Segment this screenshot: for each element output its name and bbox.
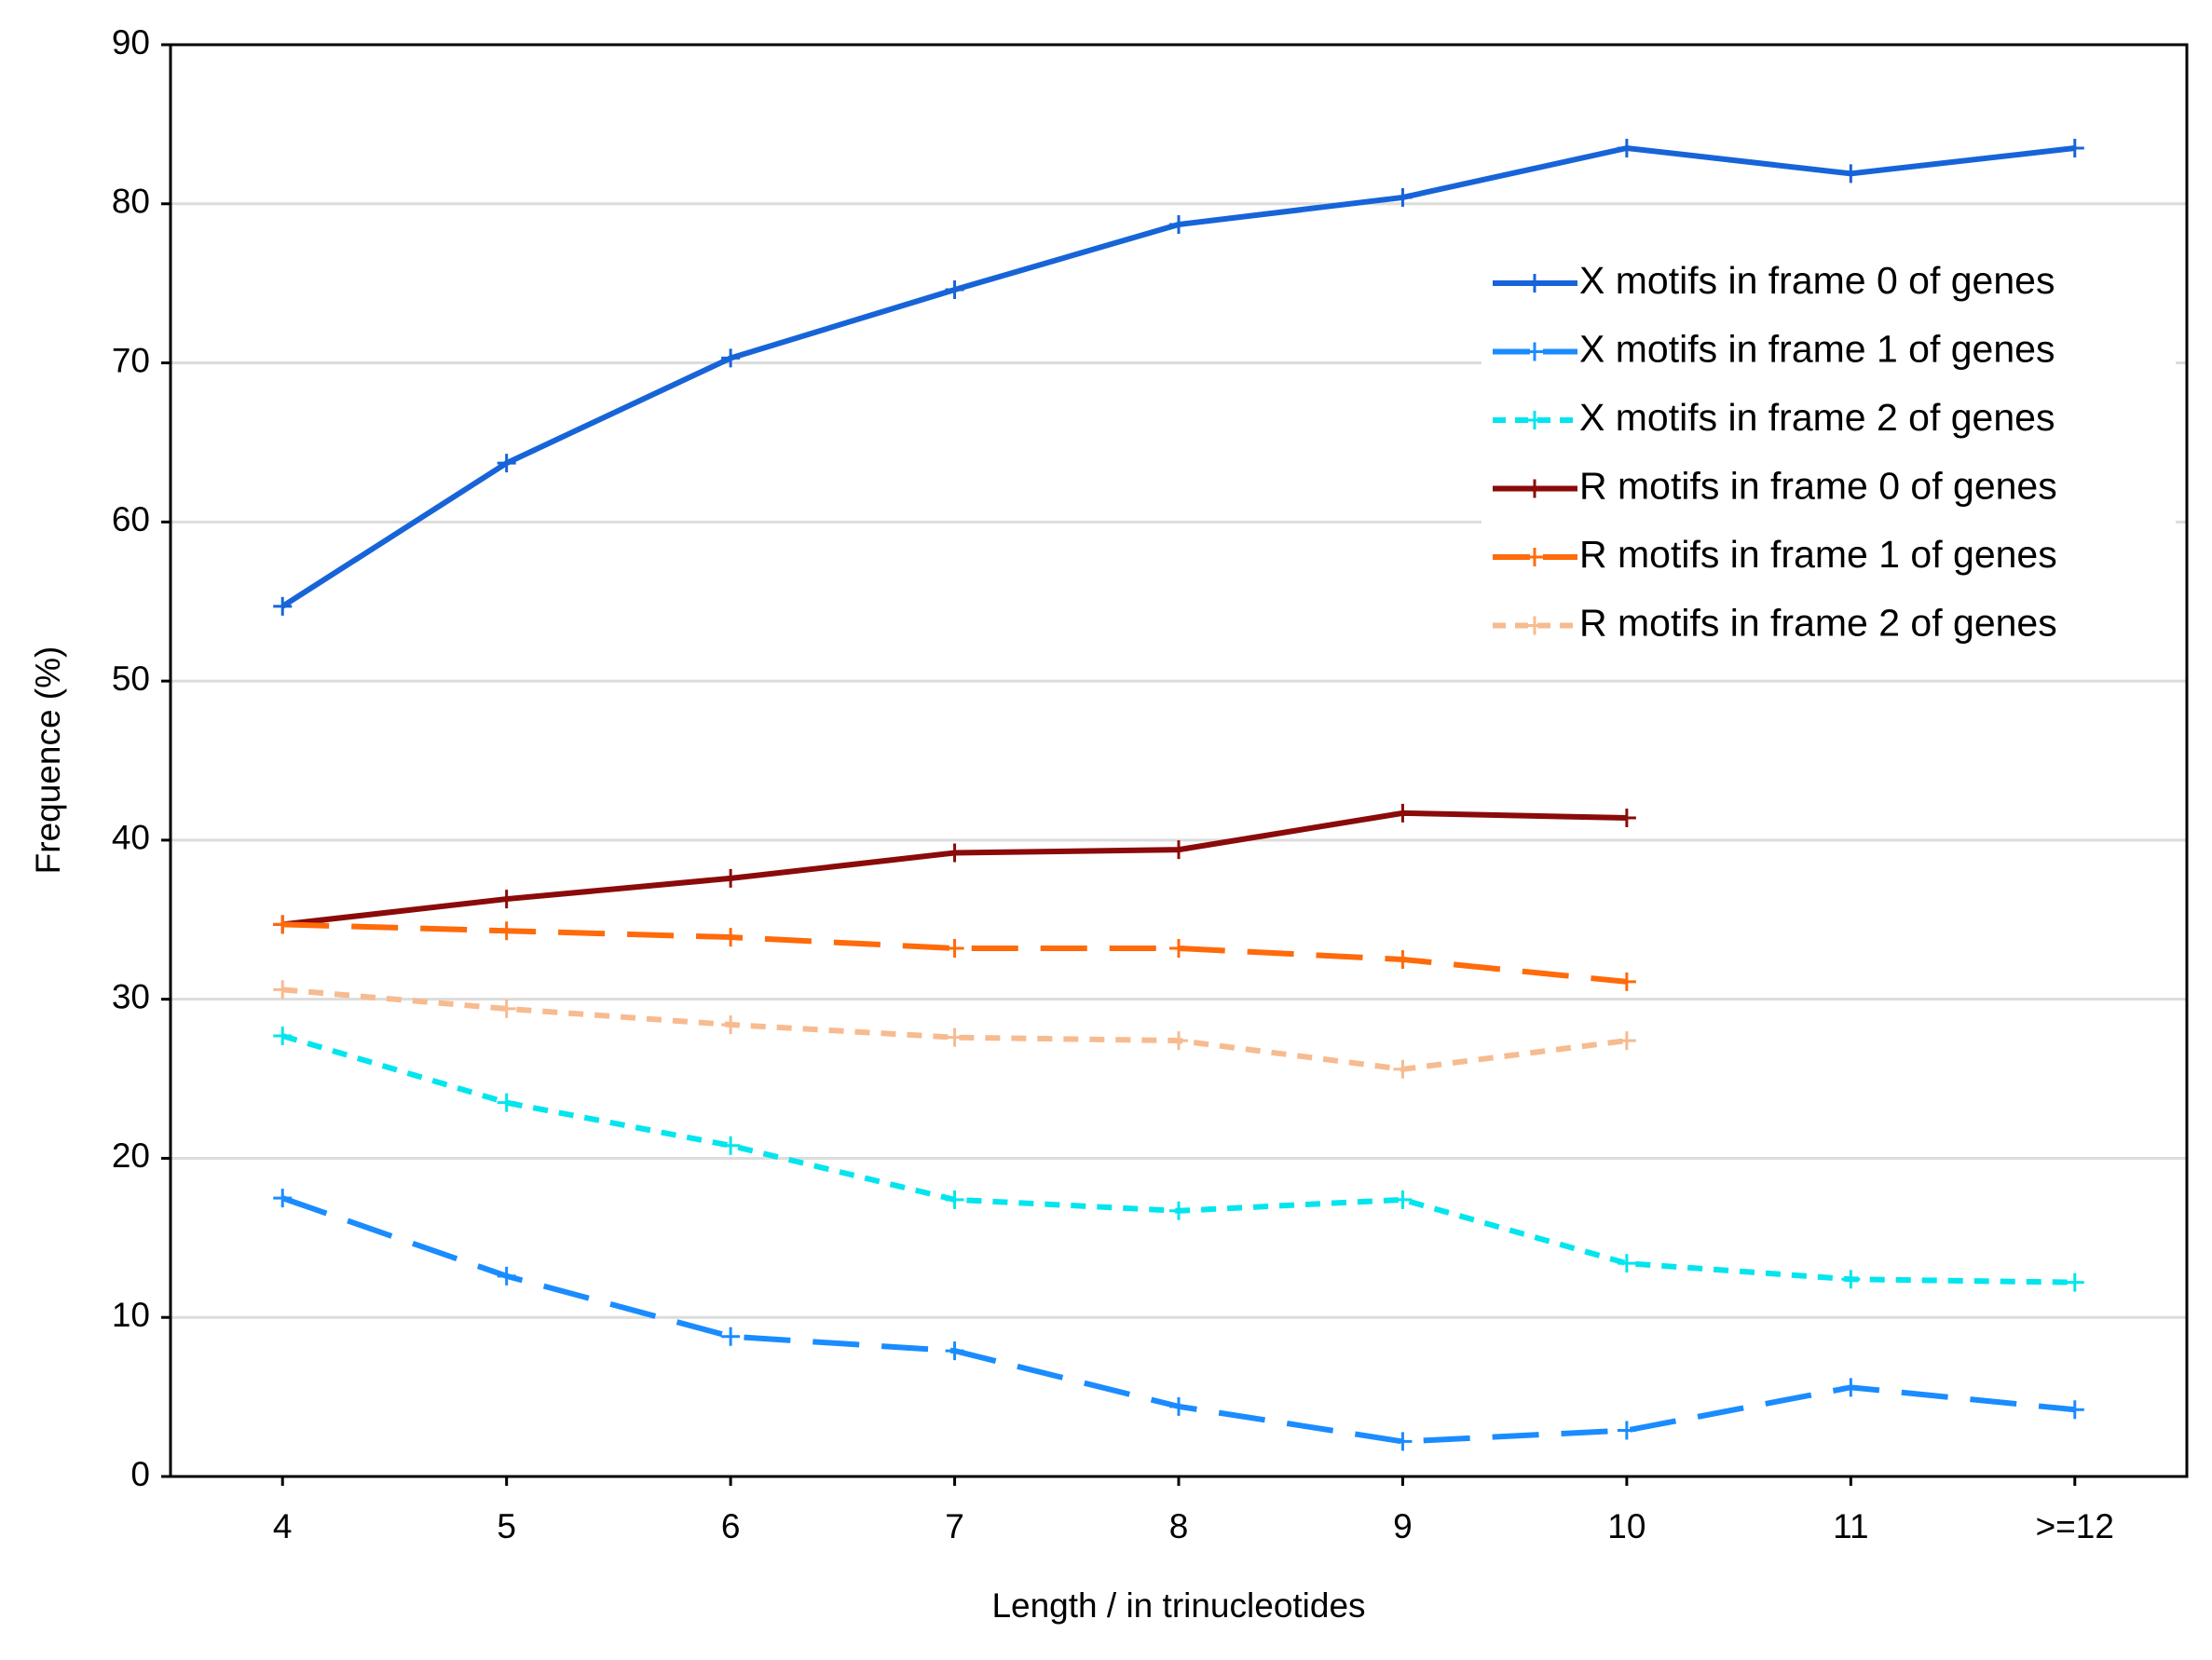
point-marker <box>945 939 964 959</box>
point-marker <box>1169 1201 1188 1220</box>
point-marker <box>1169 840 1188 860</box>
plot-frame <box>169 43 2189 1478</box>
y-tick-label: 10 <box>112 1296 150 1334</box>
x-tick-label: 5 <box>497 1507 516 1545</box>
point-marker <box>945 1027 964 1047</box>
point-marker <box>1393 1190 1413 1209</box>
point-marker <box>945 843 964 863</box>
point-marker <box>497 890 516 909</box>
x-tick-label: >=12 <box>2036 1507 2114 1545</box>
point-marker <box>945 1190 964 1209</box>
x-axis-label: Length / in trinucleotides <box>991 1586 1365 1625</box>
legend-label: X motifs in frame 2 of genes <box>1579 396 2055 439</box>
point-marker <box>945 279 964 299</box>
point-marker <box>1393 803 1413 823</box>
y-tick-label: 50 <box>112 660 150 698</box>
legend-label: R motifs in frame 1 of genes <box>1579 533 2057 576</box>
y-tick-label: 60 <box>112 500 150 538</box>
point-marker <box>497 454 516 473</box>
point-marker <box>2065 1272 2084 1292</box>
point-marker <box>1393 187 1413 207</box>
point-marker <box>1617 1421 1636 1440</box>
x-tick-label: 11 <box>1833 1507 1868 1545</box>
point-marker <box>721 868 741 888</box>
point-marker <box>1393 949 1413 969</box>
point-marker <box>497 921 516 941</box>
y-tick-label: 0 <box>130 1455 150 1493</box>
point-marker <box>1169 1396 1188 1416</box>
legend-marker <box>1525 548 1544 566</box>
legend-label: X motifs in frame 0 of genes <box>1579 259 2055 302</box>
y-axis-label: Frequence (%) <box>29 646 67 875</box>
point-marker <box>2065 139 2084 158</box>
point-marker <box>1169 1031 1188 1051</box>
point-marker <box>497 1266 516 1286</box>
legend-marker <box>1525 274 1544 293</box>
series-line <box>281 810 1627 928</box>
point-marker <box>721 1327 741 1346</box>
point-marker <box>721 1014 741 1034</box>
point-marker <box>497 1093 516 1112</box>
point-marker <box>273 1026 293 1045</box>
x-tick-label: 9 <box>1393 1507 1413 1545</box>
point-marker <box>1617 1031 1636 1051</box>
point-marker <box>1169 214 1188 234</box>
point-marker <box>273 596 293 616</box>
legend-label: R motifs in frame 2 of genes <box>1579 601 2057 644</box>
point-marker <box>721 348 741 368</box>
point-marker <box>273 1189 293 1208</box>
x-tick-label: 4 <box>273 1507 293 1545</box>
y-tick-label: 90 <box>112 23 150 61</box>
point-marker <box>721 928 741 947</box>
point-marker <box>1393 1059 1413 1079</box>
y-tick-label: 40 <box>112 819 150 857</box>
point-marker <box>1617 139 1636 158</box>
y-tick-label: 20 <box>112 1136 150 1175</box>
point-marker <box>945 1341 964 1361</box>
point-marker <box>1617 1254 1636 1273</box>
x-tick-label: 7 <box>945 1507 964 1545</box>
y-tick-label: 30 <box>112 977 150 1015</box>
legend-marker <box>1525 479 1544 498</box>
y-tick-label: 80 <box>112 183 150 221</box>
point-marker <box>2065 1400 2084 1420</box>
point-marker <box>1617 972 1636 991</box>
point-marker <box>1841 1378 1861 1397</box>
legend-marker <box>1525 411 1544 429</box>
x-tick-label: 8 <box>1169 1507 1189 1545</box>
point-marker <box>1617 808 1636 827</box>
legend-marker <box>1525 342 1544 361</box>
point-marker <box>1841 164 1861 184</box>
y-tick-label: 70 <box>112 341 150 379</box>
legend: X motifs in frame 0 of genes X motifs in … <box>1481 241 2176 671</box>
point-marker <box>273 915 293 934</box>
point-marker <box>1169 939 1188 959</box>
point-marker <box>721 1136 741 1155</box>
point-marker <box>273 980 293 1000</box>
x-tick-label: 6 <box>721 1507 741 1545</box>
point-marker <box>497 999 516 1018</box>
legend-label: R motifs in frame 0 of genes <box>1579 464 2057 507</box>
legend-marker <box>1525 616 1544 635</box>
legend-label: X motifs in frame 1 of genes <box>1579 327 2055 370</box>
point-marker <box>1393 1432 1413 1451</box>
legend-box <box>1481 241 2176 671</box>
point-marker <box>1841 1270 1861 1289</box>
x-tick-label: 10 <box>1607 1507 1645 1545</box>
